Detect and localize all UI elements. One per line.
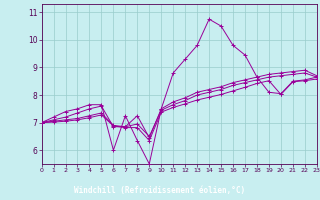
Text: Windchill (Refroidissement éolien,°C): Windchill (Refroidissement éolien,°C) bbox=[75, 186, 245, 194]
